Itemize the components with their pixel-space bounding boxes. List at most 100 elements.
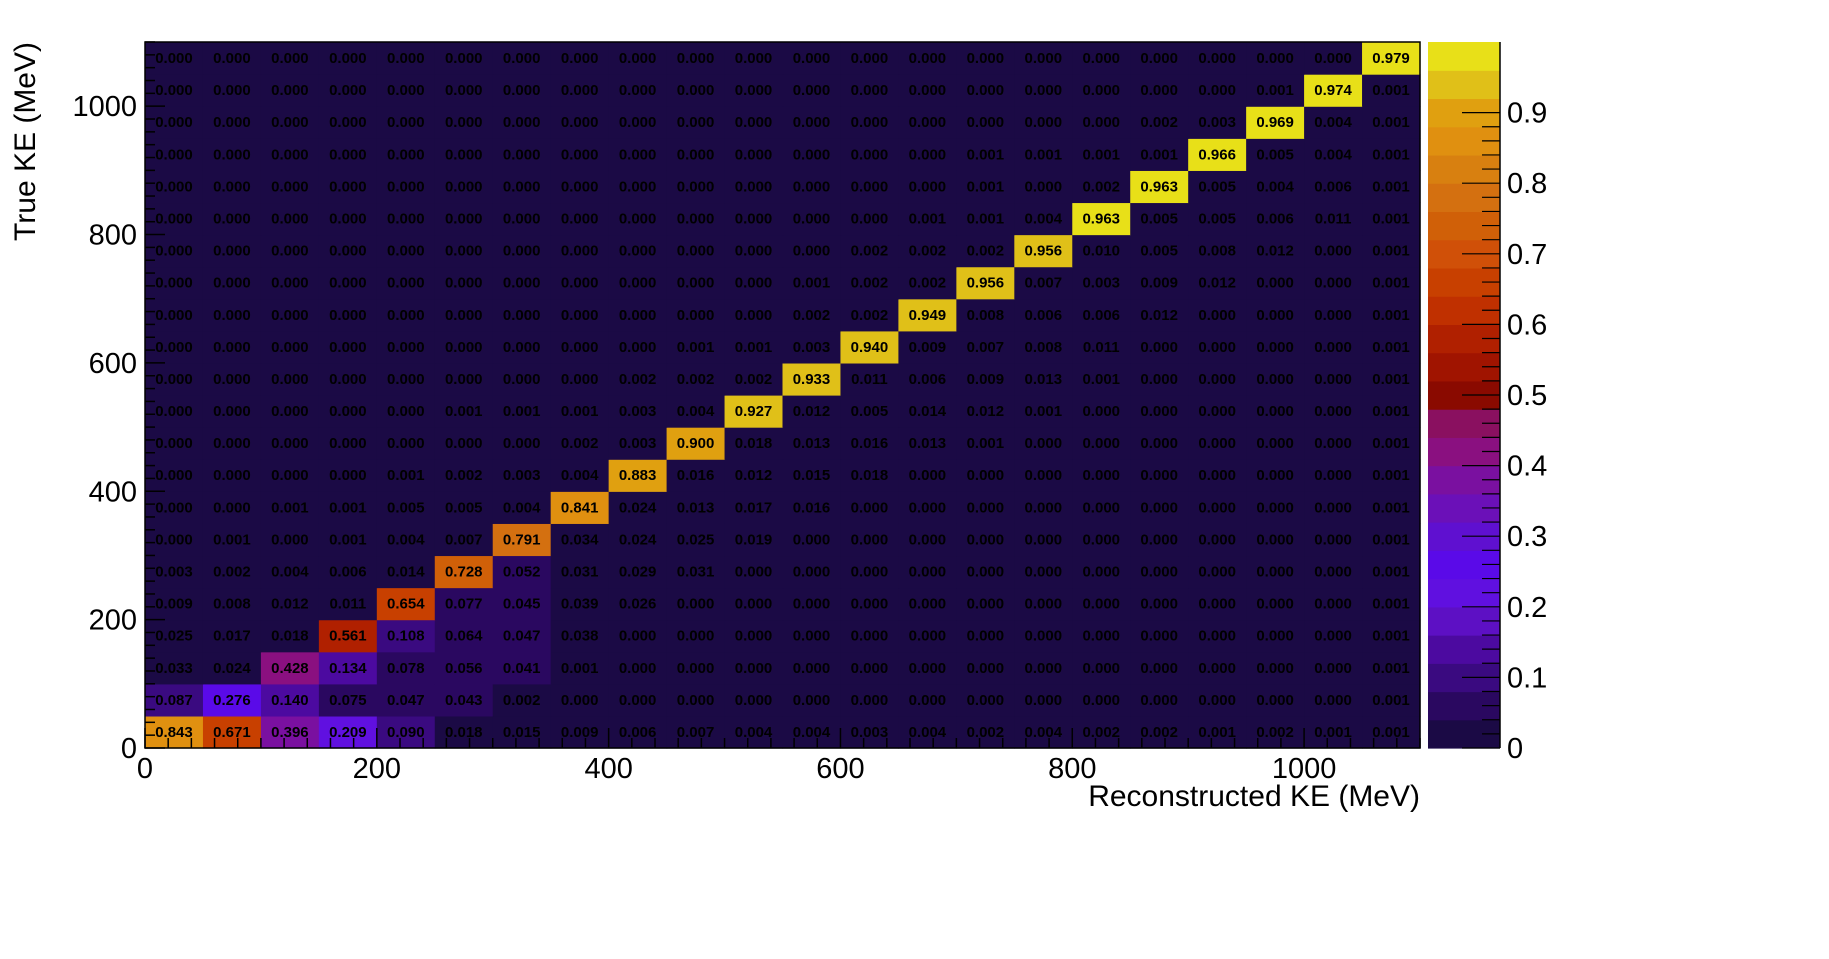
heatmap-cell	[260, 138, 320, 171]
colorbar-tick-label: 0.8	[1507, 168, 1547, 200]
heatmap-cell	[550, 106, 610, 139]
heatmap-cell	[608, 555, 668, 589]
cell-value-label: 0.000	[735, 596, 773, 613]
cell-value-label: 0.671	[213, 724, 251, 741]
cell-value-label: 0.000	[1025, 564, 1063, 581]
heatmap-cell	[724, 587, 784, 621]
cell-value-label: 0.791	[503, 531, 541, 548]
cell-value-label: 0.000	[1082, 628, 1120, 645]
cell-value-label: 0.000	[1256, 339, 1294, 356]
heatmap-cell	[1362, 266, 1421, 300]
cell-value-label: 0.006	[1256, 211, 1294, 228]
cell-value-label: 0.000	[387, 403, 425, 420]
cell-value-label: 0.013	[677, 499, 715, 516]
cell-value-label: 0.000	[1082, 692, 1120, 709]
cell-value-label: 0.933	[793, 371, 831, 388]
cell-value-label: 0.001	[1372, 178, 1410, 195]
heatmap-cell	[1246, 362, 1305, 396]
heatmap-cell	[1072, 170, 1131, 204]
cell-value-label: 0.007	[677, 724, 715, 741]
cell-value-label: 0.000	[213, 50, 251, 67]
heatmap-cell	[898, 619, 957, 653]
heatmap-cell	[1362, 683, 1421, 717]
heatmap-cell	[550, 491, 610, 524]
heatmap-cell	[1130, 619, 1189, 653]
heatmap-cell	[1246, 491, 1305, 524]
cell-value-label: 0.001	[561, 403, 599, 420]
heatmap-cell	[840, 106, 900, 139]
heatmap-cell	[550, 234, 610, 268]
cell-value-label: 0.041	[503, 660, 541, 677]
cell-value-label: 0.000	[503, 339, 541, 356]
cell-value-label: 0.078	[387, 660, 425, 677]
cell-value-label: 0.000	[677, 628, 715, 645]
cell-value-label: 0.004	[503, 499, 541, 516]
heatmap-cell	[260, 74, 320, 107]
cell-value-label: 0.012	[735, 467, 773, 484]
x-axis-title: Reconstructed KE (MeV)	[1088, 780, 1420, 813]
heatmap-cell	[376, 491, 436, 524]
heatmap-cell	[840, 555, 900, 589]
heatmap-cell	[550, 555, 610, 589]
cell-value-label: 0.000	[851, 564, 889, 581]
cell-value-label: 0.000	[445, 114, 483, 131]
heatmap-cell	[202, 459, 262, 492]
heatmap-cell	[840, 491, 900, 524]
heatmap-cell	[840, 619, 900, 653]
cell-value-label: 0.000	[619, 50, 657, 67]
heatmap-cell	[318, 138, 378, 171]
heatmap-cell	[956, 362, 1015, 396]
cell-value-label: 0.000	[909, 628, 947, 645]
cell-value-label: 0.004	[793, 724, 831, 741]
cell-value-label: 0.087	[155, 692, 193, 709]
heatmap-cell	[1188, 106, 1247, 139]
heatmap-cell	[782, 362, 842, 396]
cell-value-label: 0.004	[387, 531, 425, 548]
cell-value-label: 0.045	[503, 596, 541, 613]
heatmap-cell	[1362, 715, 1421, 749]
cell-value-label: 0.000	[1140, 403, 1178, 420]
x-tick-label: 400	[584, 753, 632, 785]
heatmap-cell	[145, 651, 204, 685]
cell-value-label: 0.005	[445, 499, 483, 516]
heatmap-cell	[1246, 106, 1305, 139]
cell-value-label: 0.025	[155, 628, 193, 645]
cell-value-label: 0.000	[387, 211, 425, 228]
heatmap-cell	[1304, 330, 1363, 364]
y-tick-label: 600	[89, 348, 137, 380]
cell-value-label: 0.003	[1198, 114, 1236, 131]
heatmap-cell	[1014, 234, 1073, 268]
heatmap-cell	[1130, 395, 1189, 428]
heatmap-cell	[1014, 491, 1073, 524]
heatmap-cell	[260, 330, 320, 364]
cell-value-label: 0.001	[1372, 692, 1410, 709]
cell-value-label: 0.011	[851, 371, 888, 388]
heatmap-cell	[1188, 523, 1247, 557]
cell-value-label: 0.000	[677, 146, 715, 163]
cell-value-label: 0.002	[851, 307, 889, 324]
heatmap-cell	[202, 202, 262, 236]
cell-value-label: 0.000	[155, 403, 193, 420]
cell-value-label: 0.000	[1140, 82, 1178, 99]
cell-value-label: 0.000	[851, 114, 889, 131]
heatmap-cell	[898, 234, 957, 268]
heatmap-cell	[956, 491, 1015, 524]
cell-value-label: 0.000	[677, 307, 715, 324]
heatmap-cell	[145, 138, 204, 171]
cell-value-label: 0.001	[1372, 628, 1410, 645]
heatmap-cell	[1304, 234, 1363, 268]
heatmap-cell	[724, 491, 784, 524]
cell-value-label: 0.000	[851, 499, 889, 516]
heatmap-cell	[782, 683, 842, 717]
cell-value-label: 0.002	[1140, 114, 1178, 131]
cell-value-label: 0.000	[387, 243, 425, 260]
cell-value-label: 0.017	[213, 628, 251, 645]
cell-value-label: 0.001	[1025, 403, 1063, 420]
cell-value-label: 0.000	[735, 50, 773, 67]
heatmap-cell	[956, 651, 1015, 685]
cell-value-label: 0.001	[1025, 146, 1063, 163]
cell-value-label: 0.000	[1314, 499, 1352, 516]
heatmap-cell	[1304, 138, 1363, 171]
heatmap-cell	[898, 651, 957, 685]
cell-value-label: 0.956	[967, 275, 1005, 292]
